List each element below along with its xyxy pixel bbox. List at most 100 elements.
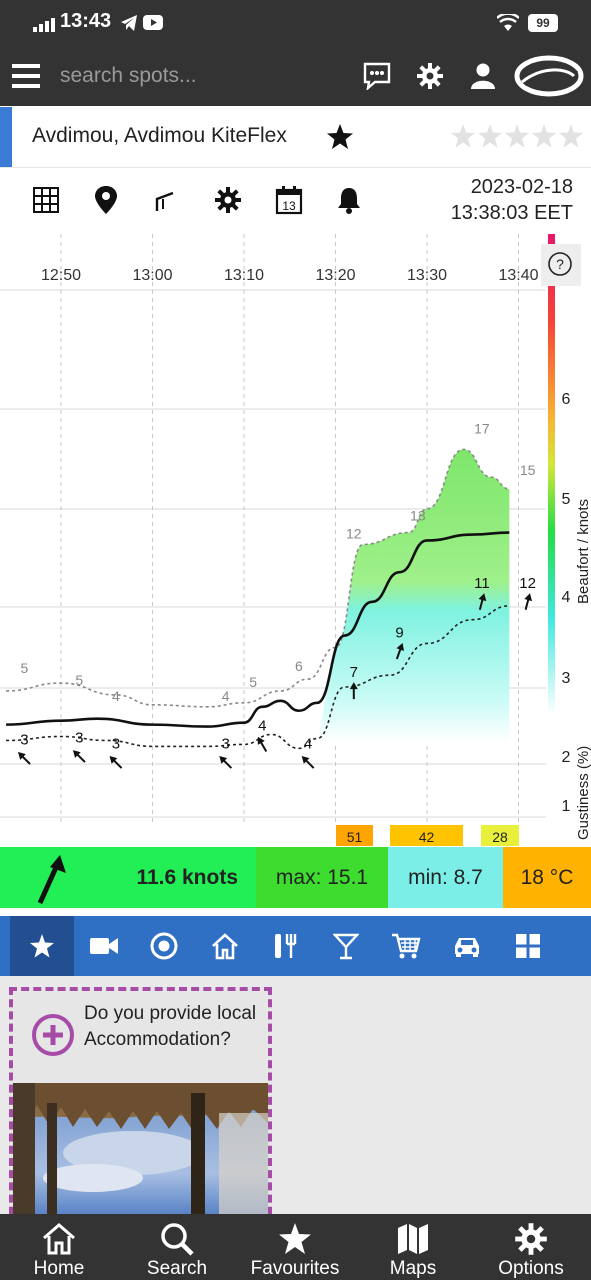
nav-options-label[interactable]: Options [498,1258,564,1279]
chat-icon[interactable] [363,62,391,90]
user-icon[interactable] [469,62,497,90]
gear-icon[interactable] [210,182,246,218]
nav-home-label[interactable]: Home [33,1258,85,1279]
content-area: Do you provide local Accommodation? [0,976,591,1227]
gear-icon[interactable] [416,62,444,90]
favourite-star-icon[interactable] [326,123,354,151]
category-webcams[interactable] [74,916,134,976]
star-icon[interactable] [278,1222,312,1256]
rating-stars[interactable] [450,123,585,151]
nav-options[interactable]: Options [494,1214,568,1280]
x-tick-label: 13:10 [224,267,264,284]
nav-home[interactable]: Home [22,1214,96,1280]
wifi-icon [497,14,519,31]
gust-value-label: 6 [295,658,303,674]
bottom-navigation: Home Search Favourites Maps Options [0,1214,591,1280]
category-favourites[interactable] [10,916,74,976]
avg-value-label: 4 [258,718,266,735]
spot-name: Avdimou, Avdimou KiteFlex [32,124,287,147]
apps-icon[interactable] [515,933,541,959]
category-more[interactable] [498,916,558,976]
nav-favourites[interactable]: Favourites [245,1214,345,1280]
graph-icon[interactable] [148,182,184,218]
beaufort-axis-label: Beaufort / knots [575,499,591,604]
calendar-icon[interactable]: 13 [271,182,307,218]
gustiness-bar-label: 28 [492,829,508,845]
wind-arrow-icon [395,643,404,660]
accommodation-promo-card[interactable]: Do you provide local Accommodation? [9,987,272,1227]
location-pin-icon[interactable] [88,182,124,218]
category-restaurants[interactable] [255,916,315,976]
gustiness-bar-label: 42 [419,829,435,845]
car-icon[interactable] [452,934,482,958]
gear-icon[interactable] [514,1222,548,1256]
y-tick-label: 5 [562,491,571,508]
search-input[interactable] [60,58,350,94]
category-bar [0,916,591,976]
gust-line [6,448,510,708]
restaurant-icon[interactable] [272,932,298,960]
logo[interactable] [514,52,584,100]
wind-arrow-icon [109,756,123,769]
gust-value-label: 17 [474,421,490,437]
max-speed: max: 15.1 [256,847,388,908]
avg-value-label: 7 [350,664,358,681]
wind-arrow-icon [524,593,533,610]
target-icon[interactable] [150,932,178,960]
x-tick-label: 12:50 [41,267,81,284]
bell-icon[interactable] [331,182,367,218]
avg-value-label: 11 [474,575,490,592]
y-tick-label: 4 [562,589,571,606]
video-icon[interactable] [89,935,119,957]
gust-value-label: 5 [75,672,83,688]
spot-toolbar: 13 2023-02-18 13:38:03 EET [0,168,591,234]
category-spots[interactable] [134,916,194,976]
category-bars[interactable] [316,916,376,976]
grid-icon[interactable] [28,182,64,218]
last-update: 2023-02-18 13:38:03 EET [451,174,573,226]
nav-maps[interactable]: Maps [376,1214,450,1280]
home-icon[interactable] [42,1222,76,1256]
temperature: 18 °C [503,847,591,908]
current-speed-value: 11.6 knots [136,865,238,889]
add-circle-icon[interactable] [31,1013,75,1057]
spot-header: Avdimou, Avdimou KiteFlex [0,107,591,168]
wind-arrow-icon [257,736,268,752]
category-shops[interactable] [376,916,436,976]
gust-value-label: 4 [222,688,230,704]
nav-search-label[interactable]: Search [146,1258,208,1279]
wind-chart[interactable]: 5 5 4 4 5 6 12 13 17 15 3 3 3 3 4 4 7 9 11 12 12:50 13:00 13… [0,234,591,846]
cart-icon[interactable] [391,932,421,960]
youtube-icon [143,15,163,30]
avg-value-label: 9 [395,625,403,642]
calendar-day: 13 [282,199,296,213]
nav-maps-label[interactable]: Maps [389,1258,437,1279]
battery-indicator: 99 [528,14,558,32]
nav-search[interactable]: Search [140,1214,214,1280]
category-accommodation[interactable] [195,916,255,976]
gustiness-bar [390,825,463,846]
cocktail-icon[interactable] [333,932,359,960]
accommodation-photo [13,1083,268,1223]
top-bar [0,46,591,106]
gustiness-bar [481,825,519,846]
map-icon[interactable] [396,1222,430,1256]
menu-icon[interactable] [12,62,40,90]
gust-area [317,449,510,743]
wind-arrow-icon [478,593,487,610]
help-button[interactable]: ? [541,244,581,286]
gust-value-label: 5 [249,674,257,690]
rating-star-icons[interactable] [450,123,585,151]
nav-favourites-label[interactable]: Favourites [250,1258,340,1279]
category-rentals[interactable] [437,916,497,976]
avg-value-label: 4 [304,735,312,752]
star-icon[interactable] [29,933,55,959]
gust-value-label: 15 [520,462,536,478]
search-icon[interactable] [160,1222,194,1256]
y-tick-label: 6 [562,391,571,408]
x-tick-label: 13:30 [407,267,447,284]
signal-icon [33,18,55,32]
home-icon[interactable] [211,932,239,960]
min-line [6,605,510,750]
